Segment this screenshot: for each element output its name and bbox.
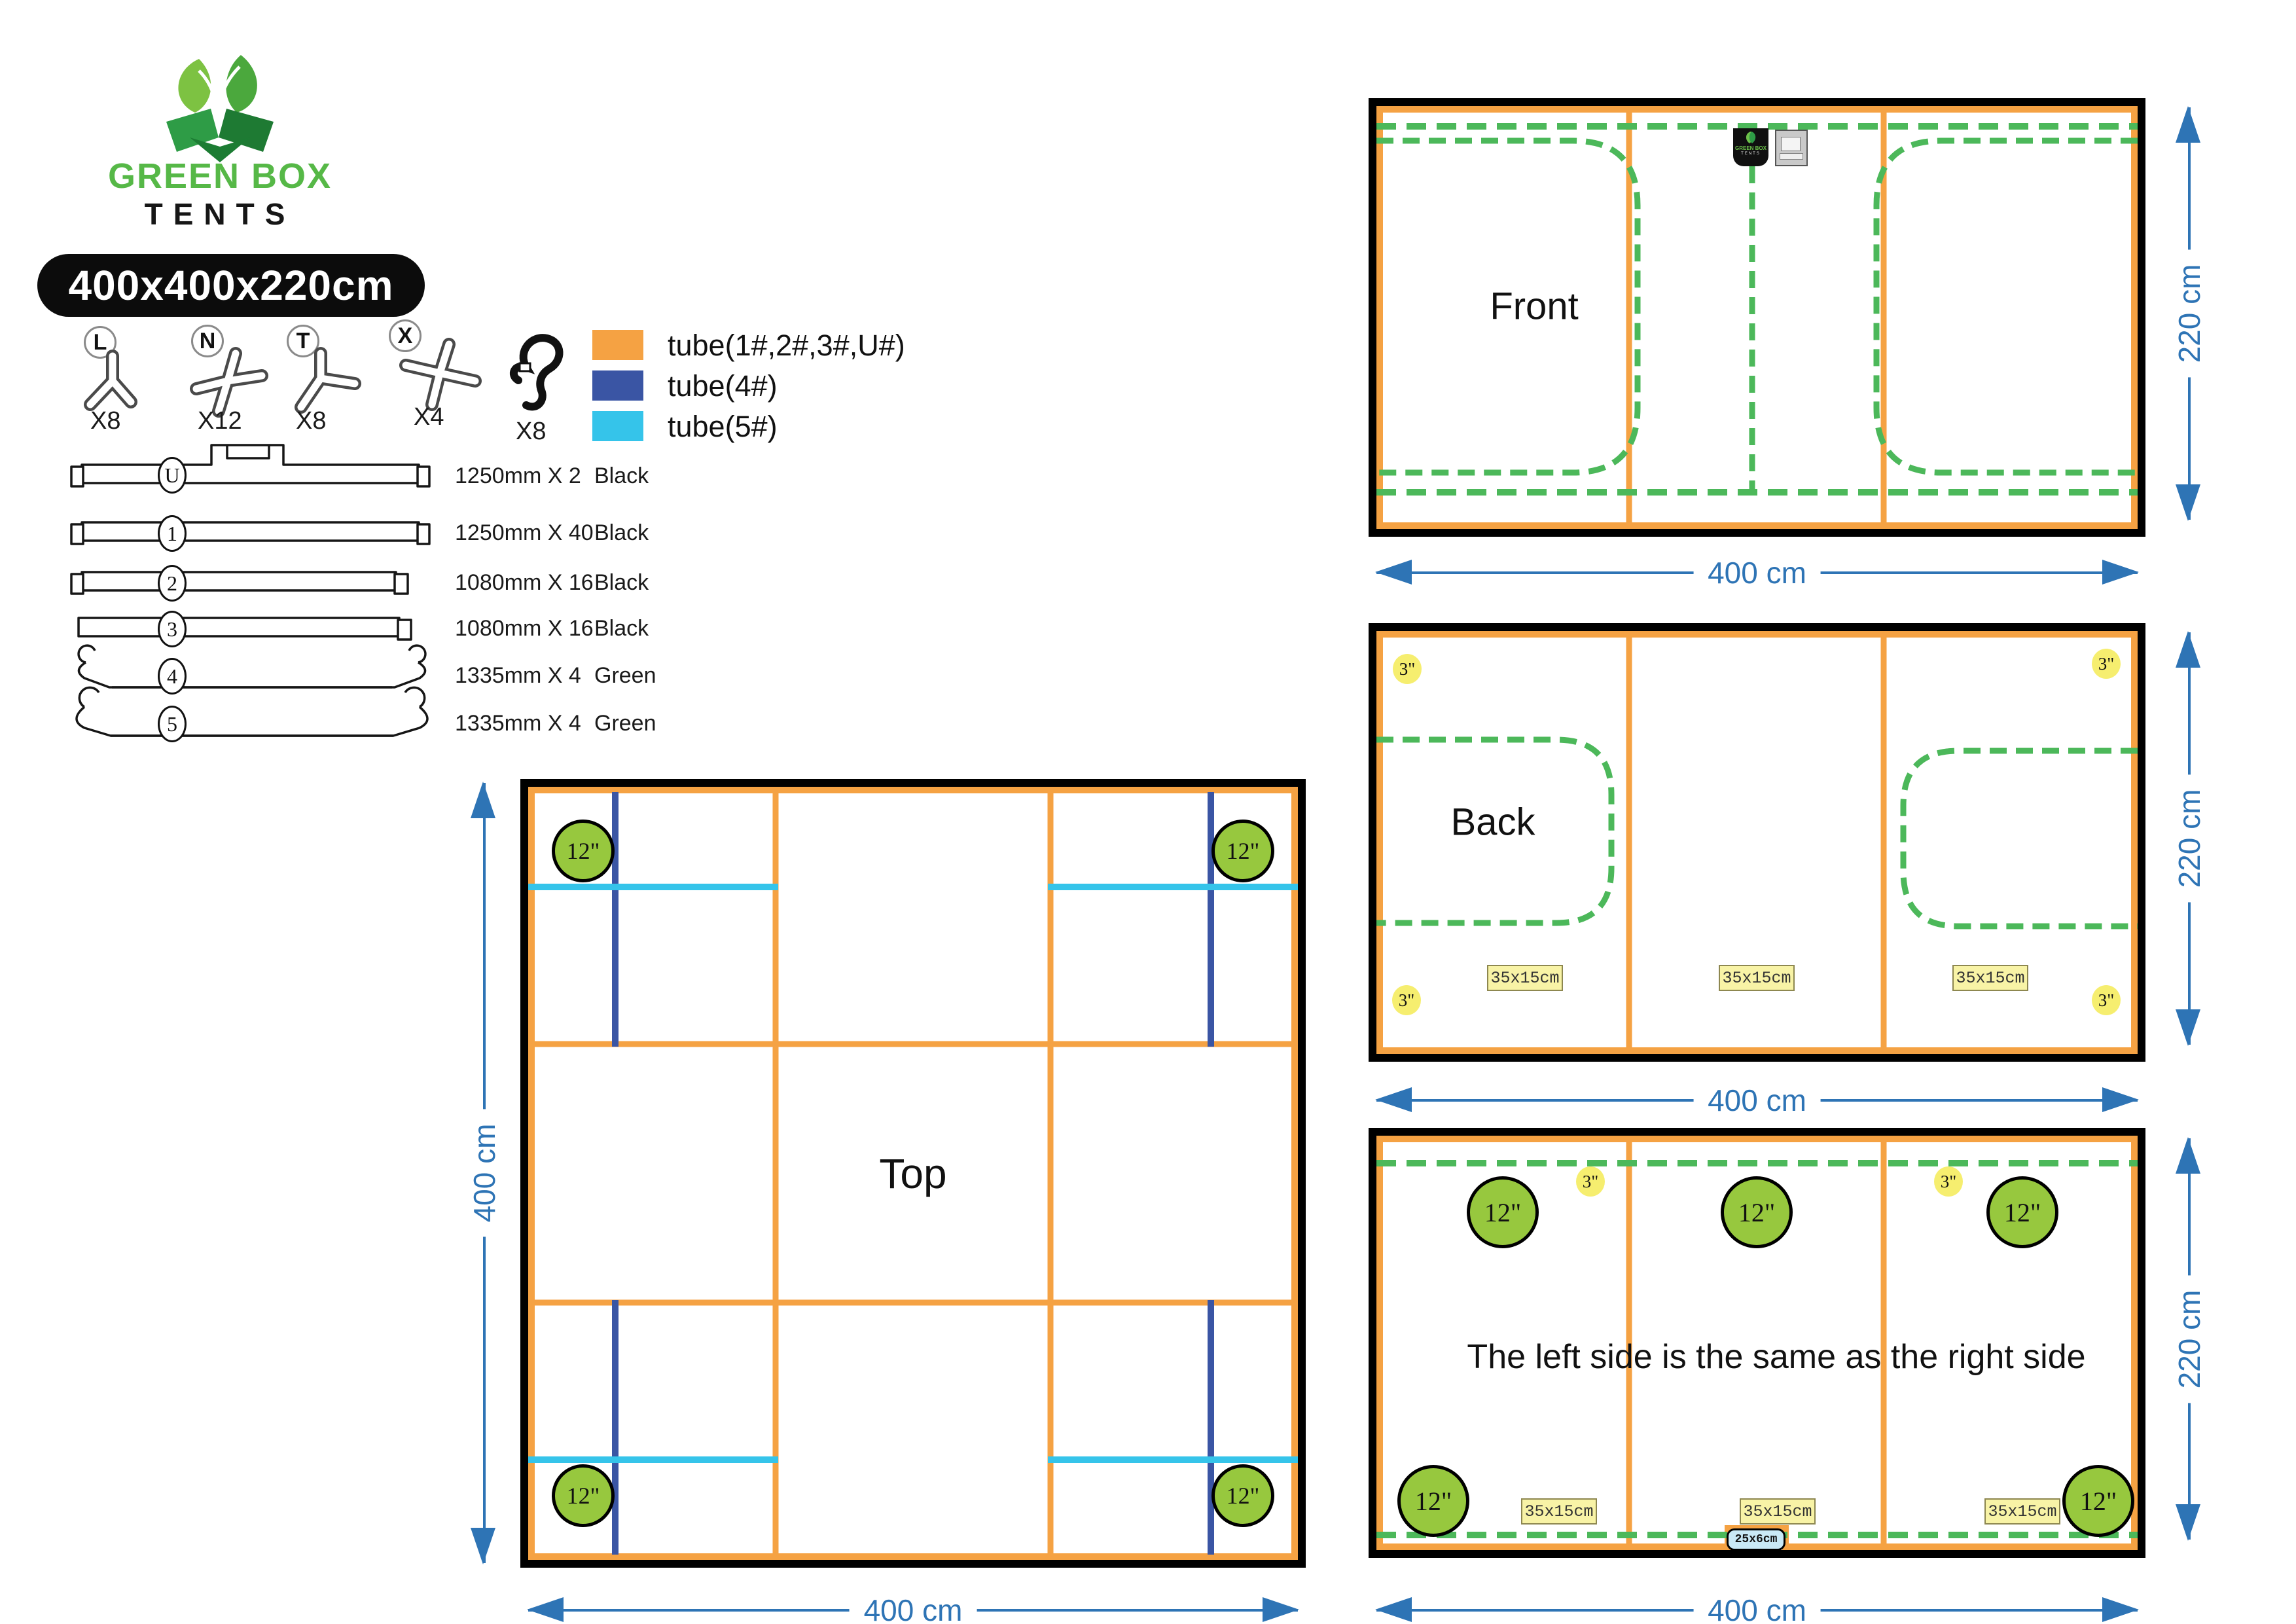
brand-logo-box <box>190 137 250 162</box>
tube-id-1: 1 <box>158 515 187 552</box>
duct-port-12in: 12" <box>1211 820 1274 882</box>
connector-l-qty: X8 <box>90 407 121 435</box>
tube-id-3: 3 <box>158 611 187 647</box>
tube-drawings <box>70 444 431 737</box>
back-panel-diagram: Back 3" 3" 3" 3" 35x15cm 35x15cm 35x15cm <box>1369 623 2145 1062</box>
brand-logo-icon <box>166 55 274 152</box>
duct-port-12in: 12" <box>1211 1464 1274 1527</box>
legend-swatch-tube4 <box>592 370 643 401</box>
duct-port-12in: 12" <box>1986 1176 2058 1248</box>
front-logo-text: GREEN BOX <box>1734 145 1767 151</box>
tube-id-4: 4 <box>158 658 187 695</box>
side-panel-diagram: 12" 12" 12" 3" 3" The left side is the s… <box>1369 1128 2145 1558</box>
tube-id-2: 2 <box>158 565 187 602</box>
tube-id-5: 5 <box>158 706 187 742</box>
flap-vent-35x15: 35x15cm <box>1719 965 1795 991</box>
tube-spec: 1250mm X 2 <box>455 463 581 488</box>
vent-port-3in: 3" <box>2092 649 2121 679</box>
tent-size-badge: 400x400x220cm <box>37 254 425 317</box>
duct-port-12in: 12" <box>2062 1465 2134 1537</box>
duct-port-12in: 12" <box>552 820 615 882</box>
top-panel-frame <box>528 787 1298 1560</box>
connector-x-icon <box>399 338 482 411</box>
connector-l-icon <box>84 350 137 411</box>
vent-port-3in: 3" <box>1392 985 1421 1015</box>
vent-port-3in: 3" <box>1576 1166 1605 1197</box>
flap-vent-35x15: 35x15cm <box>1740 1498 1816 1525</box>
connector-x-badge: X <box>389 319 422 352</box>
connector-t-qty: X8 <box>296 407 327 435</box>
duct-port-12in: 12" <box>552 1464 615 1527</box>
duct-port-12in: 12" <box>1721 1176 1793 1248</box>
connector-n-icon <box>190 347 268 418</box>
hook-icon <box>509 334 564 411</box>
connector-t-badge: T <box>287 325 319 357</box>
top-panel-label: Top <box>879 1150 947 1197</box>
front-logo-patch: GREEN BOX TENTS <box>1733 128 1768 166</box>
connector-n-qty: X12 <box>198 407 242 435</box>
flap-vent-35x15: 35x15cm <box>1521 1498 1597 1525</box>
side-panel-note: The left side is the same as the right s… <box>1467 1338 2086 1376</box>
front-panel-diagram: Front GREEN BOX TENTS <box>1369 98 2145 537</box>
tube-id-u: U <box>158 457 187 494</box>
flap-vent-35x15: 35x15cm <box>1984 1498 2060 1525</box>
brand-subtitle: TENTS <box>144 197 296 231</box>
tube-color: Black <box>594 570 649 595</box>
hook-qty: X8 <box>516 418 547 445</box>
legend-label-main-tubes: tube(1#,2#,3#,U#) <box>668 329 905 362</box>
back-panel-frame <box>1376 631 2138 1054</box>
vent-port-3in: 3" <box>1934 1166 1963 1197</box>
front-window-patch <box>1775 130 1808 166</box>
vent-port-3in: 3" <box>1393 654 1422 684</box>
cord-port-25x6: 25x6cm <box>1727 1528 1785 1551</box>
legend-swatch-tube5 <box>592 411 643 441</box>
legend-swatch-main-tubes <box>592 330 643 360</box>
front-panel-label: Front <box>1490 285 1579 328</box>
connector-n-badge: N <box>191 325 224 357</box>
vent-port-3in: 3" <box>2092 985 2121 1015</box>
tube-color: Black <box>594 463 649 488</box>
flap-vent-35x15: 35x15cm <box>1487 965 1563 991</box>
tube-spec: 1080mm X 16 <box>455 616 594 641</box>
tube-spec: 1335mm X 4 <box>455 663 581 688</box>
duct-port-12in: 12" <box>1397 1465 1469 1537</box>
tube-color: Black <box>594 616 649 641</box>
front-panel-frame <box>1376 106 2138 529</box>
back-panel-label: Back <box>1450 801 1535 844</box>
tube-spec: 1335mm X 4 <box>455 711 581 736</box>
legend-label-tube5: tube(5#) <box>668 410 778 443</box>
tube-spec: 1250mm X 40 <box>455 520 594 545</box>
tube-color: Black <box>594 520 649 545</box>
legend-label-tube4: tube(4#) <box>668 369 778 403</box>
tube-color: Green <box>594 663 656 688</box>
tube-color: Green <box>594 711 656 736</box>
duct-port-12in: 12" <box>1467 1176 1539 1248</box>
top-panel-diagram: 12" 12" 12" 12" Top <box>520 779 1306 1568</box>
brand-name: GREEN BOX <box>107 156 332 196</box>
connector-t-icon <box>295 347 361 414</box>
flap-vent-35x15: 35x15cm <box>1952 965 2028 991</box>
connector-x-qty: X4 <box>414 403 444 431</box>
tube-spec: 1080mm X 16 <box>455 570 594 595</box>
